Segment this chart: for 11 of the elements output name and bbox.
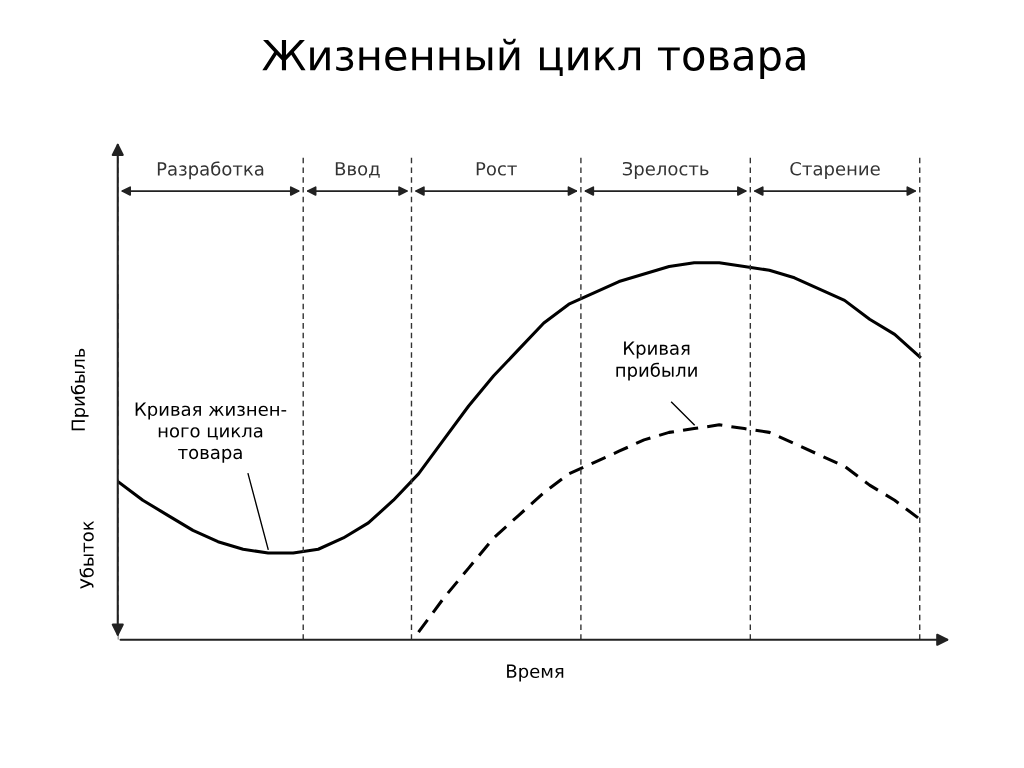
text: Зрелость xyxy=(622,161,709,180)
series-label: Кривая жизнен- ного цикла товара xyxy=(135,402,287,463)
text: Ввод xyxy=(335,162,380,178)
x-axis-title: Время xyxy=(507,664,564,682)
chart-title: Жизненный цикл товара xyxy=(262,38,805,79)
text: Рост xyxy=(476,162,517,176)
text: Убыток xyxy=(79,520,94,589)
text: Кривая прибыли xyxy=(616,341,697,381)
y-axis-title: Прибыль xyxy=(70,348,89,431)
text: Разработка xyxy=(157,161,264,180)
text: Старение xyxy=(790,161,880,180)
